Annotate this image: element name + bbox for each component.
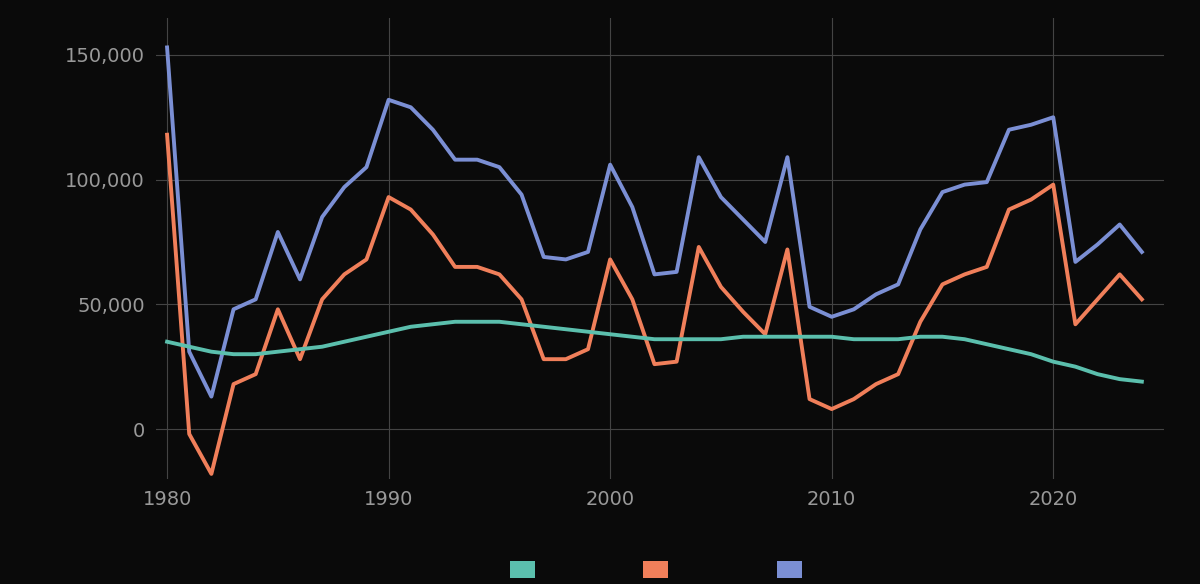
Legend: , , : , , [503,554,817,584]
